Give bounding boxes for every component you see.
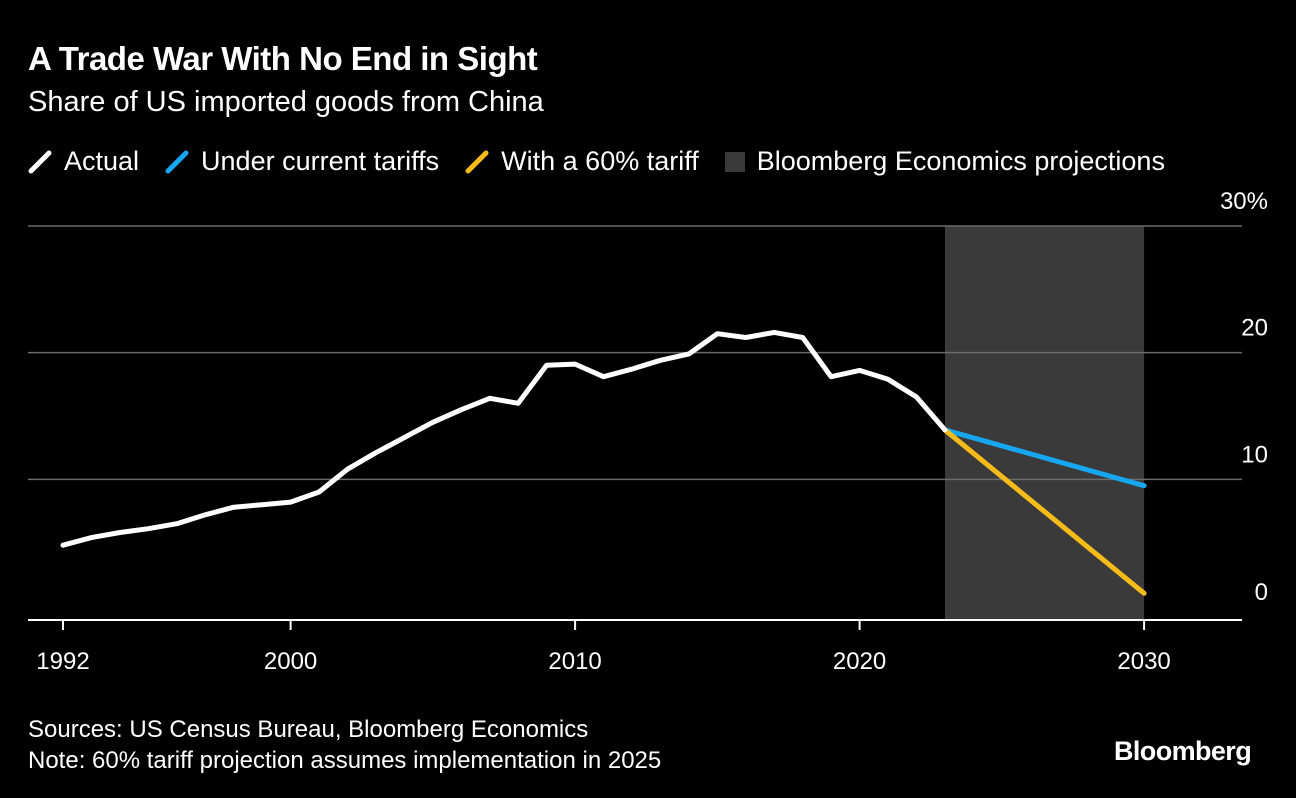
legend-label-60-tariff: With a 60% tariff xyxy=(501,146,699,176)
series-layer xyxy=(60,329,1147,596)
series-line-actual xyxy=(60,329,948,548)
tick-labels-layer: 0 10 20 30% 1992 2000 2010 2020 2030 xyxy=(36,188,1268,675)
y-tick-label-30: 30% xyxy=(1220,188,1268,215)
axis-layer xyxy=(28,619,1242,630)
legend-line-actual xyxy=(28,150,52,173)
legend-item-actual: Actual xyxy=(28,146,139,177)
x-tick-label-1992: 1992 xyxy=(36,648,89,675)
chart-title: A Trade War With No End in Sight xyxy=(28,40,538,77)
x-tick-label-2000: 2000 xyxy=(264,648,317,675)
legend-swatch-projections xyxy=(724,151,745,172)
legend-label-actual: Actual xyxy=(64,146,140,176)
y-tick-label-10: 10 xyxy=(1241,441,1268,468)
sources-note: Sources: US Census Bureau, Bloomberg Eco… xyxy=(28,716,589,743)
legend-line-current-tariffs xyxy=(165,150,189,173)
methodology-note: Note: 60% tariff projection assumes impl… xyxy=(28,747,662,774)
bloomberg-logo: Bloomberg xyxy=(1114,736,1252,766)
series-line-with-a-60-tariff xyxy=(942,427,1147,596)
projection-shade-layer xyxy=(944,226,1145,620)
x-tick-label-2010: 2010 xyxy=(548,648,601,675)
gridlines-layer xyxy=(28,225,1242,481)
legend-line-60-tariff xyxy=(465,150,489,173)
y-tick-label-20: 20 xyxy=(1241,315,1268,342)
projection-shaded-region xyxy=(944,226,1145,620)
legend-swatch-actual xyxy=(28,150,52,173)
series-line-under-current-tariffs xyxy=(942,427,1147,489)
legend-item-60-tariff: With a 60% tariff xyxy=(465,146,699,177)
x-tick-label-2020: 2020 xyxy=(833,648,886,675)
legend: Actual Under current tariffs With a 60% … xyxy=(28,146,1165,177)
y-tick-label-0: 0 xyxy=(1255,579,1268,606)
footer: Sources: US Census Bureau, Bloomberg Eco… xyxy=(28,714,661,776)
legend-swatch-60-tariff xyxy=(465,150,489,173)
legend-item-projections: Bloomberg Economics projections xyxy=(724,146,1165,177)
x-tick-label-2030: 2030 xyxy=(1117,648,1170,675)
legend-item-current-tariffs: Under current tariffs xyxy=(165,146,439,177)
legend-label-projections: Bloomberg Economics projections xyxy=(756,146,1165,176)
legend-swatch-current-tariffs xyxy=(165,150,189,173)
chart-subtitle: Share of US imported goods from China xyxy=(28,86,544,118)
legend-label-current-tariffs: Under current tariffs xyxy=(201,146,440,176)
